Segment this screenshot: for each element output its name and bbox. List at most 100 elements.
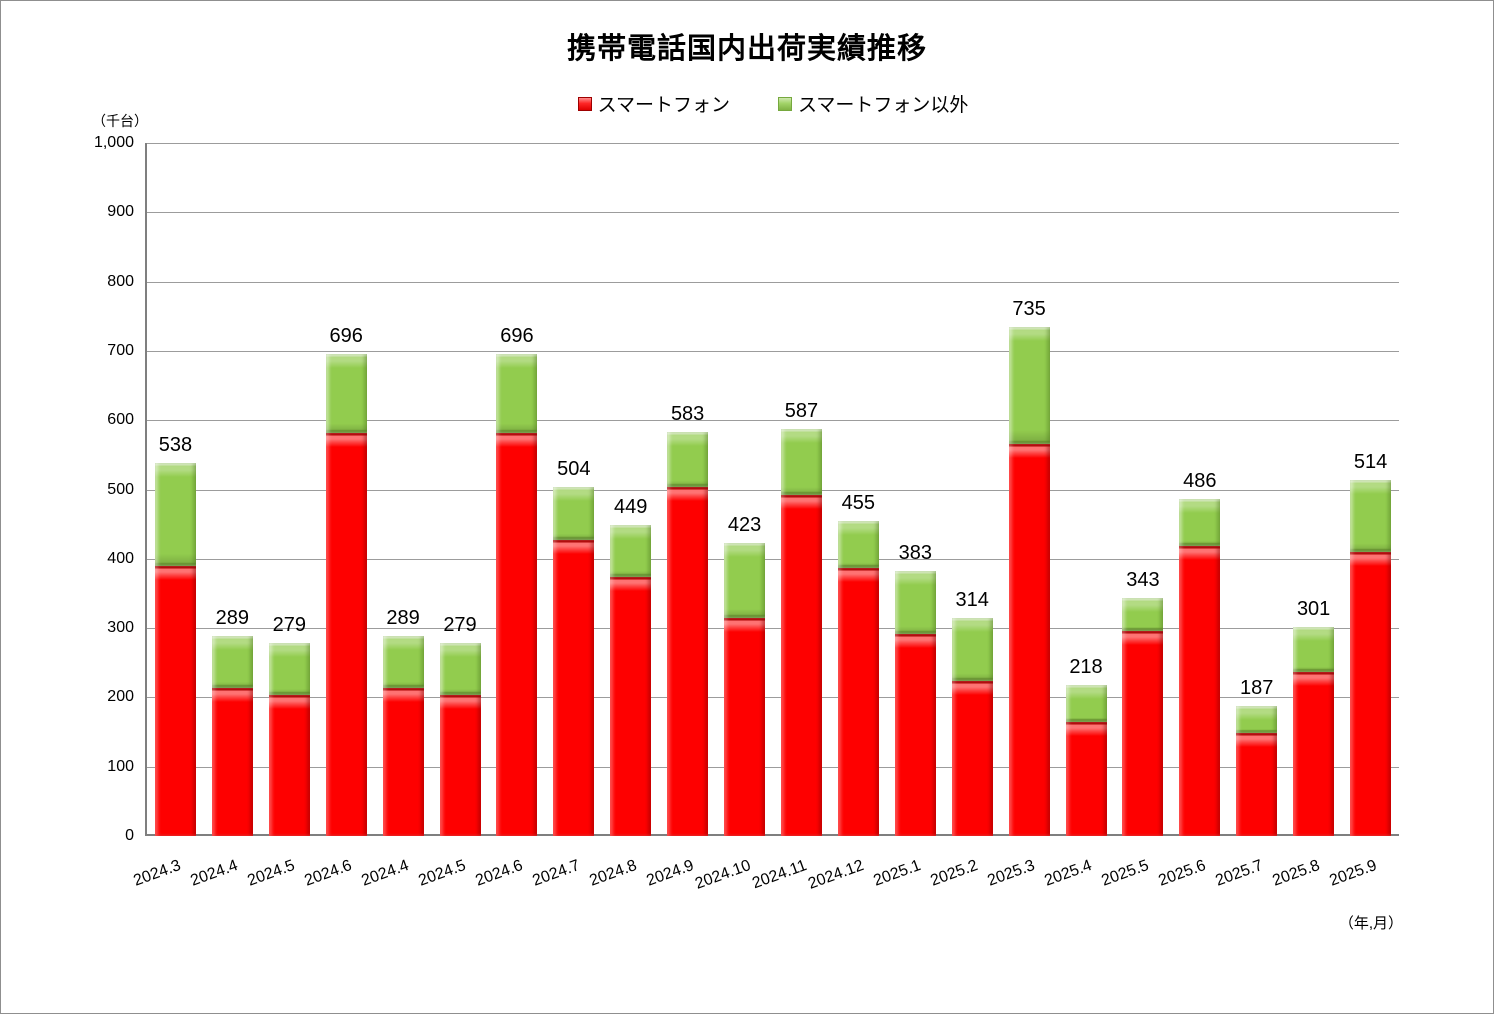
y-axis-line [145,143,147,836]
bar-2025.1-smartphone [894,633,936,836]
y-axis-tick-label-200: 200 [107,688,134,706]
data-label-total-2025.5: 343 [1126,569,1160,592]
data-label-total-2024.9: 583 [670,402,705,425]
bar-2025.3-smartphone [1008,444,1050,836]
bar-2024.5-other [439,642,481,695]
gridline-400 [147,558,1399,560]
bar-2025.8-smartphone [1293,672,1335,836]
data-label-total-2024.5: 279 [272,613,306,636]
gridline-300 [147,628,1399,630]
gridline-1000 [147,143,1399,144]
data-label-total-2024.7: 504 [557,457,591,480]
bar-2025.5-other [1122,598,1164,631]
y-axis-tick-label-500: 500 [107,480,134,498]
x-axis-unit-label: （年,月） [1338,915,1403,932]
bar-2024.12-other [837,520,879,568]
data-label-total-2024.6: 696 [329,324,363,347]
bar-2025.6-smartphone [1179,546,1221,836]
bar-2024.4-other [382,635,424,689]
bar-2024.4-smartphone [211,688,253,836]
data-label-total-2025.2: 314 [955,589,989,612]
y-axis-tick-label-100: 100 [107,757,134,775]
bar-2025.1-other [894,570,936,634]
gridline-800 [147,281,1399,283]
bar-2024.8-other [610,524,652,577]
plot-area: 538 289 279 696 289 279 696 504 449 583 423 587 455 3… [147,143,1399,836]
data-label-total-2025.9: 514 [1353,450,1388,473]
bar-2024.5-smartphone [268,694,310,836]
data-label-total-2025.3: 735 [1012,297,1046,320]
bar-2024.9-smartphone [667,487,709,836]
bar-2025.4-other [1065,684,1107,722]
data-label-total-2024.8: 449 [614,495,648,518]
data-label-total-2025.7: 187 [1240,677,1274,700]
bar-2024.4-other [211,635,253,689]
legend-swatch-smartphone-icon [577,96,592,111]
bar-2024.7-smartphone [553,540,595,836]
gridline-600 [147,420,1399,422]
bar-2024.11-smartphone [780,495,822,836]
gridline-200 [147,697,1399,699]
data-label-total-2025.4: 218 [1069,655,1103,678]
bar-2024.9-other [667,431,709,488]
bar-2025.4-smartphone [1065,721,1107,836]
data-label-total-2024.10: 423 [727,513,762,536]
bar-2024.5-other [268,642,310,695]
bar-2025.7-smartphone [1236,733,1278,836]
legend-swatch-other-icon [778,96,792,111]
legend-item-smartphone: スマートフォン [577,90,730,117]
bar-2024.8-smartphone [610,576,652,836]
legend-label-smartphone: スマートフォン [597,95,730,116]
data-label-total-2025.6: 486 [1183,470,1217,493]
bar-2024.11-other [780,429,822,496]
bar-2024.3-smartphone [154,565,196,836]
legend-item-other: スマートフォン以外 [778,90,968,117]
chart-title: 携帯電話国内出荷実績推移 [566,33,927,65]
y-axis-tick-label-600: 600 [107,411,134,429]
bar-2025.6-other [1179,499,1221,547]
data-label-total-2025.1: 383 [898,541,932,564]
bar-2025.8-other [1293,627,1335,673]
gridline-500 [147,489,1399,491]
bar-2024.10-smartphone [724,618,766,836]
bar-2025.2-smartphone [951,680,993,836]
bar-2025.3-other [1008,326,1050,445]
y-axis-tick-label-900: 900 [107,203,134,221]
bar-2024.3-other [154,463,196,566]
y-axis-tick-label-400: 400 [107,549,134,567]
y-axis-tick-label-300: 300 [107,619,134,637]
data-label-total-2024.4: 289 [386,606,420,629]
bar-2025.9-other [1350,479,1392,552]
bar-2025.9-smartphone [1350,551,1392,836]
data-label-total-2025.8: 301 [1296,598,1331,621]
data-label-total-2024.6: 696 [500,324,534,347]
x-axis-line [145,834,1399,836]
y-axis-tick-label-1,000: 1,000 [93,134,134,151]
bar-2024.5-smartphone [439,694,481,836]
gridline-700 [147,350,1399,352]
bar-2024.6-smartphone [325,433,367,836]
bar-2024.10-other [724,542,766,619]
gridline-100 [147,766,1399,768]
bar-2024.6-smartphone [496,433,538,836]
y-axis-tick-label-700: 700 [107,341,134,359]
y-axis-tick-label-0: 0 [125,827,134,844]
data-label-total-2024.3: 538 [158,434,193,457]
bar-2024.12-smartphone [837,567,879,836]
gridline-900 [147,212,1399,214]
data-label-total-2024.5: 279 [443,613,477,636]
legend-label-other: スマートフォン以外 [798,95,969,116]
bar-2025.7-other [1236,706,1278,734]
bar-2024.4-smartphone [382,688,424,836]
legend: スマートフォン スマートフォン以外 [147,90,1399,117]
bar-2024.6-other [496,353,538,434]
data-label-total-2024.12: 455 [841,491,876,514]
data-label-total-2024.4: 289 [215,606,250,629]
y-axis-unit-label: （千台） [92,113,148,129]
data-label-total-2024.11: 587 [784,400,819,423]
bar-2024.7-other [553,486,595,541]
bar-2025.5-smartphone [1122,630,1164,836]
y-axis-tick-label-800: 800 [107,272,134,290]
bar-2025.2-other [951,618,993,681]
